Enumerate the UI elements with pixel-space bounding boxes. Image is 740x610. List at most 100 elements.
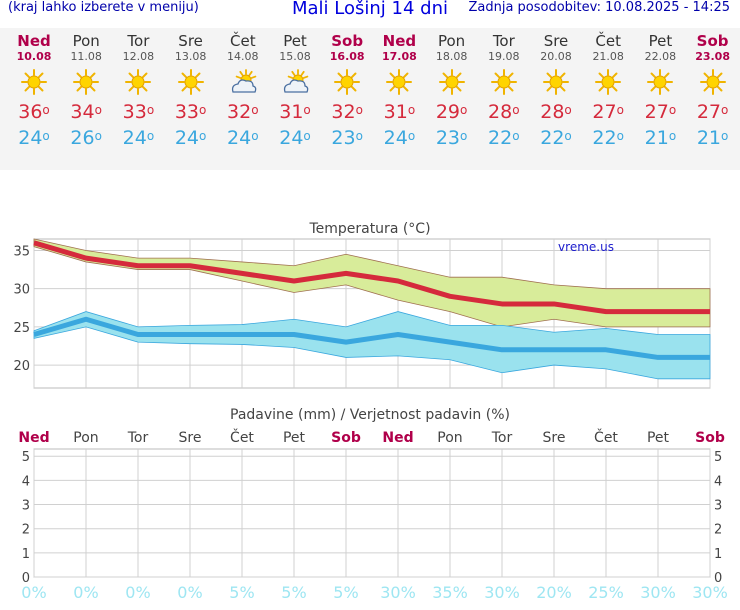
day-name: Pon — [72, 32, 100, 50]
y-tick-label: 4 — [22, 474, 30, 489]
sun-icon — [699, 69, 726, 95]
max-temperature: 27o — [644, 101, 677, 123]
partly-cloudy-icon — [283, 69, 309, 93]
y-tick-label-right: 3 — [714, 499, 722, 514]
min-temperature: 24o — [122, 127, 155, 149]
max-temperature: 28o — [488, 101, 520, 123]
probability-label: 5% — [281, 583, 306, 602]
probability-label: 35% — [432, 583, 468, 602]
min-temperature-line — [33, 316, 710, 360]
x-tick-label: Pon — [73, 430, 98, 446]
max-temperature: 31o — [279, 101, 311, 123]
probability-label: 5% — [229, 583, 254, 602]
probability-label: 30% — [640, 583, 676, 602]
day-date: 14.08 — [227, 50, 259, 63]
day-column: Tor 19.08 28o 22o — [478, 28, 530, 152]
x-tick-label: Pet — [647, 430, 670, 446]
probability-label: 30% — [692, 583, 728, 602]
day-date: 20.08 — [540, 50, 572, 63]
y-tick-label-right: 5 — [714, 450, 722, 465]
plot-area — [33, 448, 711, 578]
day-column: Ned 17.08 31o 24o — [373, 28, 425, 152]
chart-title: Padavine (mm) / Verjetnost padavin (%) — [230, 407, 510, 423]
y-tick-label: 0 — [22, 571, 30, 586]
y-tick-label-right: 0 — [714, 571, 722, 586]
day-date: 15.08 — [279, 50, 311, 63]
day-column: Čet 14.08 32o 24o — [217, 28, 269, 152]
max-temperature: 33o — [174, 101, 207, 123]
day-column: Sob 23.08 27o 21o — [687, 28, 739, 152]
max-temperature: 29o — [435, 101, 468, 123]
probability-label: 30% — [484, 583, 520, 602]
x-tick-label: Pet — [283, 430, 306, 446]
x-tick-label: Tor — [491, 430, 513, 446]
probability-label: 5% — [333, 583, 358, 602]
sun-icon — [543, 69, 569, 95]
x-tick-label: Sob — [331, 430, 361, 446]
min-temperature: 26o — [70, 127, 102, 149]
sun-icon — [334, 69, 361, 95]
probability-label: 0% — [177, 583, 202, 602]
day-column: Sre 20.08 28o 22o — [530, 28, 582, 152]
min-temperature: 22o — [488, 127, 520, 149]
temperature-chart: Temperatura (°C) 20 25 30 35 vreme.us — [13, 221, 711, 389]
day-column: Sre 13.08 33o 24o — [165, 28, 217, 152]
sun-icon — [595, 69, 622, 95]
day-name: Pet — [648, 32, 673, 50]
sun-icon — [386, 69, 413, 95]
probability-label: 30% — [380, 583, 416, 602]
x-tick-label: Čet — [594, 428, 618, 446]
max-temperature: 34o — [70, 101, 102, 123]
y-tick-label: 25 — [13, 321, 30, 336]
sun-icon — [438, 69, 465, 95]
y-tick-label: 2 — [22, 523, 30, 538]
sun-icon — [490, 69, 517, 95]
day-name: Čet — [595, 32, 621, 50]
probability-label: 0% — [73, 583, 98, 602]
day-date: 13.08 — [174, 50, 207, 63]
min-temperature-band — [33, 311, 711, 380]
min-temperature: 21o — [644, 127, 677, 149]
day-date: 18.08 — [435, 50, 468, 63]
day-name: Tor — [492, 32, 515, 50]
y-tick-label: 20 — [13, 359, 30, 374]
day-name: Ned — [382, 32, 417, 50]
last-update: Zadnja posodobitev: 10.08.2025 - 14:25 — [468, 0, 730, 15]
chart-title: Temperatura (°C) — [308, 221, 430, 237]
day-date: 16.08 — [329, 50, 365, 63]
day-date: 17.08 — [381, 50, 417, 63]
location-menu-hint[interactable]: (kraj lahko izberete v meniju) — [8, 0, 199, 15]
min-temperature: 22o — [540, 127, 572, 149]
day-column: Sob 16.08 32o 23o — [321, 28, 373, 152]
day-date: 19.08 — [488, 50, 520, 63]
x-tick-label: Sre — [543, 430, 566, 446]
probability-label: 0% — [21, 583, 46, 602]
day-column: Pet 15.08 31o 24o — [269, 28, 321, 152]
y-tick-label: 35 — [13, 244, 30, 259]
day-column: Pet 22.08 27o 21o — [634, 28, 686, 152]
min-temperature: 24o — [174, 127, 207, 149]
min-temperature: 23o — [331, 127, 363, 149]
max-temperature: 28o — [540, 101, 572, 123]
x-tick-label: Čet — [230, 428, 254, 446]
day-name: Tor — [127, 32, 150, 50]
page-title: Mali Lošinj 14 dni — [292, 0, 448, 19]
max-temperature: 27o — [592, 101, 624, 123]
day-name: Pon — [437, 32, 466, 50]
y-tick-label: 3 — [22, 499, 30, 514]
min-temperature: 24o — [383, 127, 416, 149]
max-temperature: 32o — [227, 101, 259, 123]
probability-label: 25% — [588, 583, 624, 602]
y-tick-label-right: 1 — [714, 547, 722, 562]
x-tick-label: Sre — [179, 430, 202, 446]
day-name: Ned — [17, 32, 51, 50]
probability-label: 20% — [536, 583, 572, 602]
y-tick-label: 5 — [22, 450, 30, 465]
y-tick-label: 30 — [13, 283, 30, 298]
day-date: 10.08 — [16, 50, 52, 63]
min-temperature: 21o — [696, 127, 729, 149]
day-date: 21.08 — [592, 50, 624, 63]
watermark: vreme.us — [558, 240, 614, 254]
day-date: 22.08 — [644, 50, 677, 63]
partly-cloudy-icon — [231, 69, 257, 93]
